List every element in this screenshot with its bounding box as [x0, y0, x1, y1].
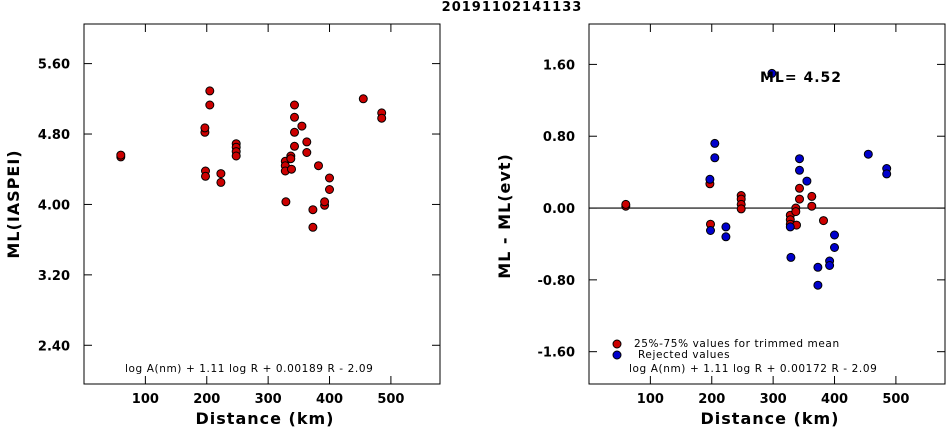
data-point: [290, 100, 299, 110]
right-plot-frame: [588, 23, 946, 385]
data-point: [216, 177, 226, 187]
data-point: [286, 154, 296, 164]
data-point: [736, 204, 746, 214]
data-point: [205, 86, 215, 96]
data-point: [200, 123, 210, 133]
x-tick-label: 500: [882, 392, 909, 407]
data-point: [813, 262, 823, 272]
data-point: [201, 171, 210, 181]
data-point: [721, 222, 731, 232]
data-point: [710, 153, 720, 163]
y-tick-label: 0.80: [543, 130, 575, 145]
data-point: [795, 165, 804, 175]
data-point: [795, 183, 804, 193]
data-point: [706, 226, 715, 235]
data-point: [325, 185, 334, 194]
data-point: [325, 173, 334, 183]
x-tick-label: 200: [193, 392, 220, 407]
data-point: [825, 261, 835, 270]
data-point: [302, 137, 312, 147]
data-point: [205, 100, 215, 110]
data-point: [308, 205, 318, 215]
data-point: [302, 148, 312, 157]
x-tick-label: 500: [377, 392, 404, 407]
right-formula: log A(nm) + 1.11 log R + 0.00172 R - 2.0…: [629, 363, 877, 375]
data-point: [231, 151, 241, 161]
x-tick-label: 100: [132, 392, 159, 407]
data-point: [314, 161, 323, 171]
data-point: [785, 222, 795, 232]
legend: 25%-75% values for trimmed mean Rejected…: [612, 338, 840, 361]
y-tick-label: 4.80: [38, 128, 70, 143]
data-point: [320, 197, 330, 207]
left-x-axis-label: Distance (km): [196, 409, 335, 428]
data-point: [287, 164, 296, 174]
data-point: [710, 138, 720, 148]
data-point: [802, 176, 812, 186]
left-data-points: [116, 86, 387, 232]
y-tick-label: 5.60: [38, 58, 70, 73]
left-y-axis-label: ML(IASPEI): [4, 149, 23, 258]
legend-label-rejected: Rejected values: [638, 349, 730, 361]
y-tick-label: 4.00: [38, 198, 70, 213]
data-point: [830, 243, 839, 252]
x-tick-label: 200: [698, 392, 725, 407]
left-formula: log A(nm) + 1.11 log R + 0.00189 R - 2.0…: [125, 363, 373, 375]
y-tick-label: 0.00: [543, 202, 575, 217]
data-point: [290, 127, 299, 137]
left-panel: 100 200 300 400 500 2.40 3.20 4.00 4.80 5.60 ML(I…: [4, 23, 441, 428]
data-point: [216, 169, 226, 179]
legend-marker-rejected: [612, 350, 622, 360]
left-plot-frame: [83, 23, 441, 385]
y-tick-label: 1.60: [543, 58, 575, 73]
y-tick-label: -1.60: [538, 346, 575, 361]
right-x-axis-label: Distance (km): [701, 409, 840, 428]
data-point: [813, 280, 823, 290]
data-point: [705, 174, 715, 184]
data-point: [791, 207, 801, 217]
data-point: [830, 230, 839, 240]
y-tick-label: 3.20: [38, 269, 70, 284]
ml-annotation: ML= 4.52: [760, 70, 842, 86]
data-point: [377, 113, 387, 123]
data-point: [358, 94, 368, 104]
data-point: [281, 197, 291, 207]
data-point: [290, 141, 299, 151]
data-point: [795, 194, 804, 204]
y-tick-label: 2.40: [38, 339, 70, 354]
data-point: [116, 150, 126, 160]
x-tick-label: 300: [760, 392, 787, 407]
right-y-axis-label: ML - ML(evt): [495, 153, 514, 279]
data-point: [621, 199, 631, 209]
data-point: [795, 154, 804, 164]
chart-title: 20191102141133: [442, 0, 583, 15]
data-point: [290, 112, 299, 122]
data-point: [767, 68, 777, 78]
x-tick-label: 100: [637, 392, 664, 407]
data-point: [807, 191, 817, 201]
right-data-points: [621, 68, 892, 290]
x-tick-label: 400: [821, 392, 848, 407]
data-point: [807, 201, 817, 211]
data-point: [308, 222, 318, 232]
y-tick-label: -0.80: [538, 274, 575, 289]
x-tick-label: 400: [316, 392, 343, 407]
legend-label-trimmed: 25%-75% values for trimmed mean: [634, 338, 840, 350]
data-point: [297, 121, 307, 131]
data-point: [786, 252, 796, 262]
x-tick-label: 300: [255, 392, 282, 407]
data-point: [819, 216, 828, 226]
right-ticks: 100 200 300 400 500 -1.60 -0.80 0.00 0.80 1.60: [538, 24, 945, 407]
left-ticks: 100 200 300 400 500 2.40 3.20 4.00 4.80 5.60: [38, 24, 440, 407]
right-panel: 100 200 300 400 500 -1.60 -0.80 0.00 0.80 1.60 ML…: [495, 23, 946, 428]
legend-marker-trimmed: [612, 339, 622, 349]
data-point: [721, 232, 731, 242]
data-point: [882, 169, 892, 179]
data-point: [863, 149, 873, 159]
